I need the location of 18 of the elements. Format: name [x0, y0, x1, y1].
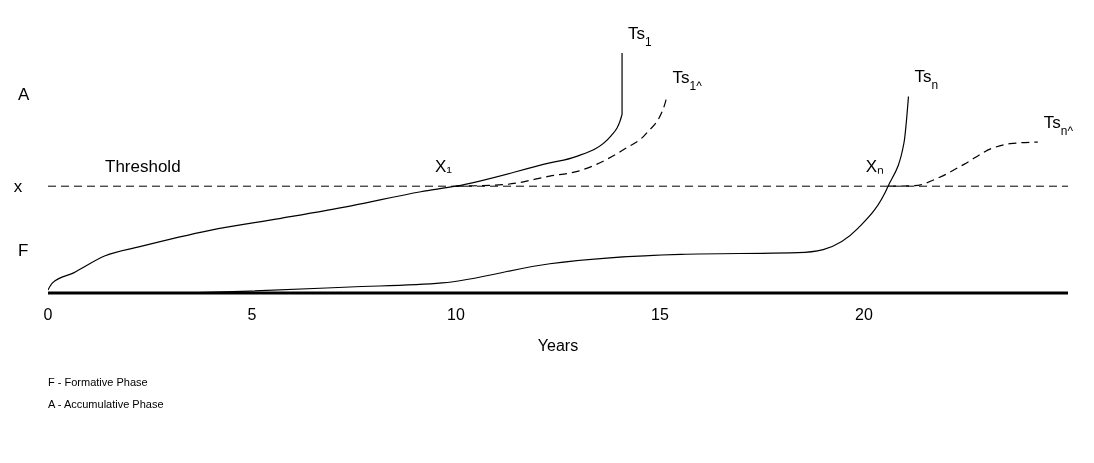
series-label: Ts$_{n^}$ [1043, 113, 1074, 139]
x-tick-label: 20 [855, 306, 873, 324]
text: A [18, 84, 30, 104]
series-label: Ts$_{1}$ [628, 24, 653, 49]
text: A - Accumulative Phase [48, 397, 165, 412]
text: F [18, 240, 29, 260]
series-label: Ts$_{n}$ [914, 67, 939, 93]
x-axis-title: Years [537, 337, 579, 354]
series-label: Ts$_{1^}$ [672, 68, 703, 94]
annotation: X₁ [434, 157, 453, 177]
annotation: Xₙ [865, 157, 885, 177]
x-tick-label: 0 [43, 306, 53, 324]
x-tick-label: 5 [247, 306, 257, 324]
text: F - Formative Phase [48, 375, 149, 390]
x-tick-label: 15 [651, 306, 669, 324]
x-tick-label: 10 [447, 306, 465, 324]
ref-line-label: Threshold [105, 157, 181, 177]
annotation: x [13, 177, 23, 197]
